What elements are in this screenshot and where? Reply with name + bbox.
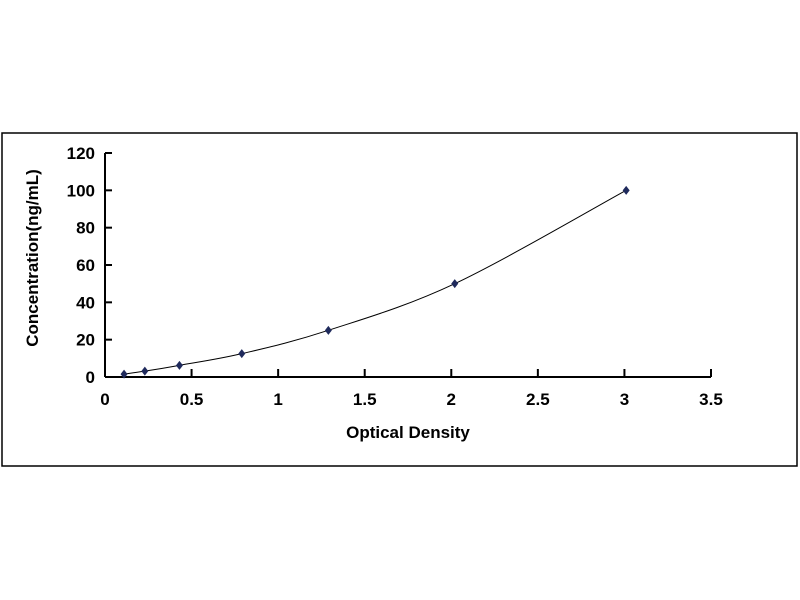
x-tick-label: 0.5	[180, 390, 204, 409]
fit-curve	[123, 189, 627, 375]
data-point	[175, 360, 183, 370]
y-tick-label: 120	[67, 144, 95, 163]
y-tick-label: 0	[86, 368, 95, 387]
y-tick-label: 40	[76, 293, 95, 312]
chart-frame	[1, 132, 798, 467]
data-point	[238, 349, 246, 359]
x-axis-label: Optical Density	[346, 423, 470, 442]
x-tick-label: 2	[447, 390, 456, 409]
y-tick-label: 20	[76, 331, 95, 350]
x-tick-label: 2.5	[526, 390, 550, 409]
x-tick-label: 1.5	[353, 390, 377, 409]
x-tick-label: 1	[273, 390, 282, 409]
y-tick-label: 100	[67, 181, 95, 200]
y-tick-label: 80	[76, 219, 95, 238]
y-axis-label: Concentration(ng/mL)	[23, 169, 42, 347]
data-point	[622, 185, 630, 195]
data-point	[451, 279, 459, 289]
data-point	[141, 366, 149, 376]
y-tick-label: 60	[76, 256, 95, 275]
x-tick-label: 3	[620, 390, 629, 409]
data-point	[120, 369, 128, 379]
data-point	[324, 325, 332, 335]
x-tick-label: 0	[100, 390, 109, 409]
x-tick-label: 3.5	[699, 390, 723, 409]
